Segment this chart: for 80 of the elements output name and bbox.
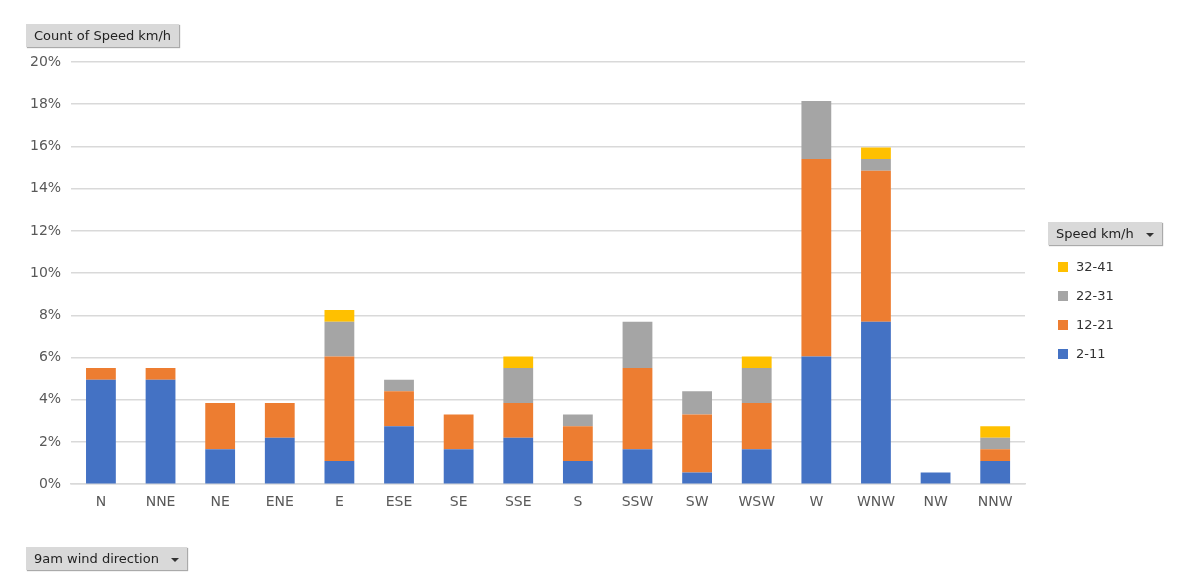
y-tick-label: 6% bbox=[38, 348, 62, 365]
bar bbox=[622, 321, 653, 369]
bar bbox=[443, 449, 474, 484]
y-tick-label: 8% bbox=[38, 305, 62, 322]
x-tick-label: WSW bbox=[738, 493, 776, 510]
legend-label: 32-41 bbox=[1076, 259, 1114, 274]
bar bbox=[205, 402, 236, 450]
bar bbox=[861, 147, 891, 160]
bar bbox=[682, 391, 713, 415]
y-tick-label: 4% bbox=[38, 390, 62, 407]
x-tick-label: SSE bbox=[504, 493, 532, 510]
bar bbox=[324, 321, 355, 357]
bar bbox=[861, 321, 891, 484]
x-tick-label: WNW bbox=[856, 493, 896, 510]
y-tick-label: 18% bbox=[29, 94, 62, 111]
bar bbox=[503, 368, 534, 403]
bar bbox=[622, 449, 653, 484]
x-tick-label: ENE bbox=[265, 493, 294, 510]
x-tick-label: SE bbox=[449, 493, 468, 510]
bar bbox=[443, 414, 474, 450]
bar bbox=[324, 356, 355, 461]
legend-label: 2-11 bbox=[1076, 346, 1106, 361]
x-tick-label: NNE bbox=[145, 493, 176, 510]
x-tick-label: NNW bbox=[977, 493, 1013, 510]
bar bbox=[86, 379, 116, 484]
bar bbox=[503, 356, 534, 369]
x-tick-label: W bbox=[809, 493, 824, 510]
bar bbox=[741, 356, 772, 369]
bar bbox=[264, 402, 295, 438]
bar bbox=[562, 460, 593, 484]
legend-label: 12-21 bbox=[1076, 317, 1114, 332]
x-tick-label: SSW bbox=[621, 493, 654, 510]
bar bbox=[384, 391, 414, 427]
bar bbox=[920, 472, 951, 484]
bar bbox=[324, 310, 355, 322]
bar bbox=[205, 449, 236, 484]
bar bbox=[503, 402, 534, 438]
y-tick-label: 12% bbox=[29, 221, 62, 238]
legend-title: Speed km/h bbox=[1048, 222, 1162, 245]
bar bbox=[682, 414, 713, 473]
bar bbox=[264, 437, 295, 484]
bar bbox=[682, 472, 713, 484]
y-tick-label: 20% bbox=[29, 52, 62, 69]
bar bbox=[324, 460, 355, 484]
x-tick-label: NW bbox=[923, 493, 948, 510]
y-tick-label: 0% bbox=[38, 474, 62, 491]
bar bbox=[145, 368, 176, 380]
bar bbox=[980, 426, 1011, 438]
bar bbox=[801, 159, 832, 357]
x-axis-title: 9am wind direction bbox=[26, 547, 187, 570]
bar bbox=[384, 426, 414, 484]
y-tick-label: 10% bbox=[29, 263, 62, 280]
x-tick-label: ESE bbox=[385, 493, 413, 510]
bar bbox=[86, 368, 116, 380]
bar bbox=[980, 437, 1011, 450]
x-tick-label: NE bbox=[210, 493, 230, 510]
bar bbox=[980, 449, 1011, 461]
x-tick-label: N bbox=[95, 493, 107, 510]
chart-title: Count of Speed km/h bbox=[26, 24, 180, 47]
bar bbox=[741, 449, 772, 484]
x-tick-label: S bbox=[573, 493, 583, 510]
bar bbox=[562, 426, 593, 461]
bar bbox=[145, 379, 176, 484]
y-tick-label: 2% bbox=[38, 432, 62, 449]
y-tick-label: 14% bbox=[29, 179, 62, 196]
bar bbox=[384, 379, 414, 392]
bar bbox=[861, 159, 891, 171]
x-tick-label: SW bbox=[685, 493, 709, 510]
legend-label: 22-31 bbox=[1076, 288, 1114, 303]
bar bbox=[980, 460, 1011, 484]
bar bbox=[801, 356, 832, 484]
bar bbox=[503, 437, 534, 484]
bar bbox=[801, 101, 832, 160]
bar bbox=[741, 368, 772, 403]
bar bbox=[741, 402, 772, 450]
bar bbox=[562, 414, 593, 427]
bar bbox=[622, 368, 653, 450]
bar bbox=[861, 170, 891, 322]
x-tick-label: E bbox=[334, 493, 344, 510]
y-tick-label: 16% bbox=[29, 137, 62, 154]
